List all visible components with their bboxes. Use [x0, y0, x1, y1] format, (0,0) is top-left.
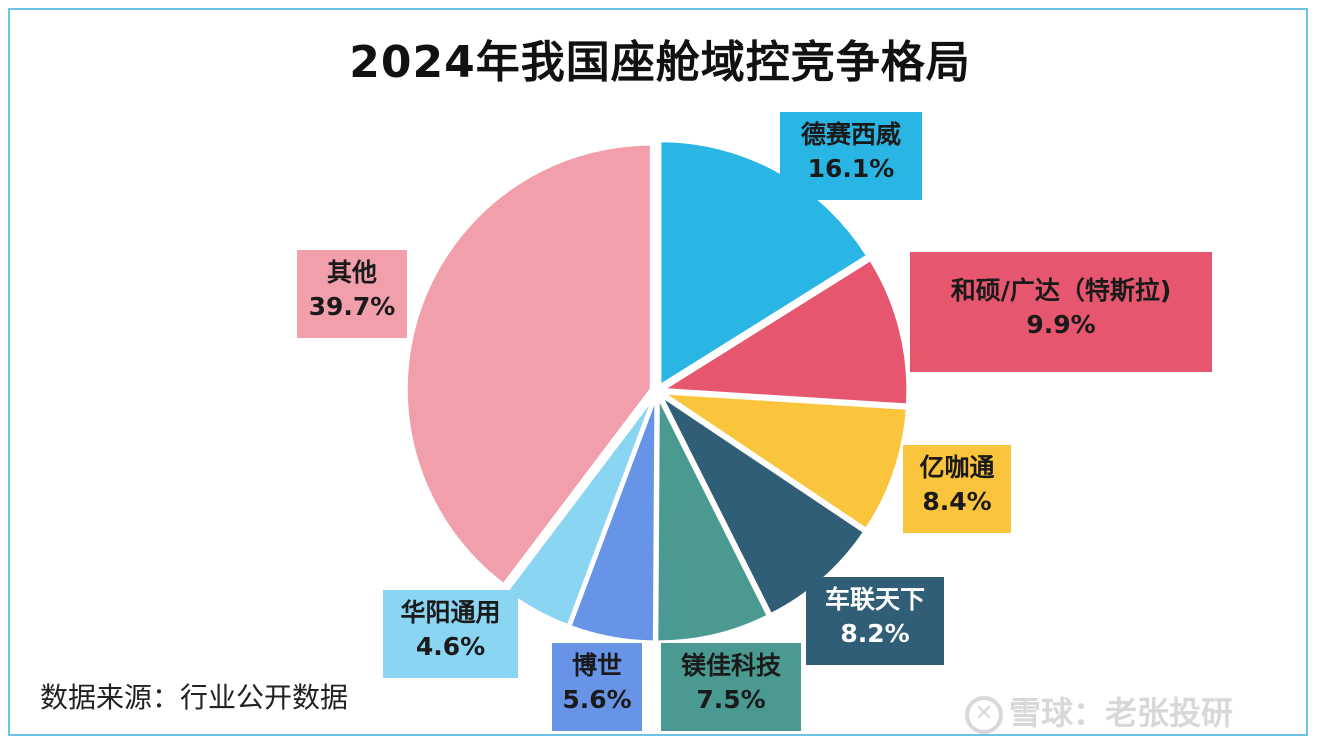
pie-slice-bosch [568, 396, 658, 644]
data-source-note: 数据来源：行业公开数据 [40, 681, 349, 714]
slice-label-chelian: 车联天下 8.2% [806, 577, 944, 665]
slice-label-desai: 德赛西威 16.1% [780, 112, 922, 200]
pie-slice-heshuo [658, 257, 910, 407]
slice-name-yikatong: 亿咖通 [919, 453, 995, 482]
slice-label-bosch: 博世 5.6% [552, 643, 642, 731]
slice-name-huayang: 华阳通用 [400, 598, 501, 627]
slice-value-other: 39.7% [308, 292, 396, 321]
snowball-logo-icon: ✕ [965, 696, 1003, 734]
slice-value-meijia: 7.5% [696, 685, 766, 714]
slice-label-other: 其他 39.7% [297, 250, 407, 338]
pie-slice-desai [658, 139, 870, 389]
slice-name-chelian: 车联天下 [824, 585, 925, 614]
slice-value-heshuo: 9.9% [1026, 310, 1096, 339]
slice-value-chelian: 8.2% [840, 619, 910, 648]
pie-slice-yikatong [657, 391, 909, 532]
pie-slice-other [404, 142, 653, 587]
slice-name-meijia: 镁佳科技 [680, 651, 781, 680]
slice-label-heshuo: 和硕/广达（特斯拉) 9.9% [910, 252, 1212, 372]
slice-value-desai: 16.1% [807, 154, 895, 183]
slice-label-huayang: 华阳通用 4.6% [383, 590, 518, 678]
pie-slice-meijia [655, 396, 771, 644]
slice-name-desai: 德赛西威 [800, 120, 901, 149]
slice-name-other: 其他 [326, 258, 377, 287]
slice-value-bosch: 5.6% [562, 685, 632, 714]
watermark-text: 雪球：老张投研 [1009, 694, 1234, 732]
watermark: ✕ 雪球：老张投研 [965, 688, 1233, 734]
slice-value-yikatong: 8.4% [922, 487, 992, 516]
slice-label-yikatong: 亿咖通 8.4% [903, 445, 1011, 533]
slice-value-huayang: 4.6% [415, 632, 486, 661]
chart-title: 2024年我国座舱域控竞争格局 [349, 37, 971, 88]
slice-name-bosch: 博世 [571, 651, 622, 680]
slice-label-meijia: 镁佳科技 7.5% [661, 643, 801, 731]
slice-name-heshuo: 和硕/广达（特斯拉) [950, 276, 1172, 305]
